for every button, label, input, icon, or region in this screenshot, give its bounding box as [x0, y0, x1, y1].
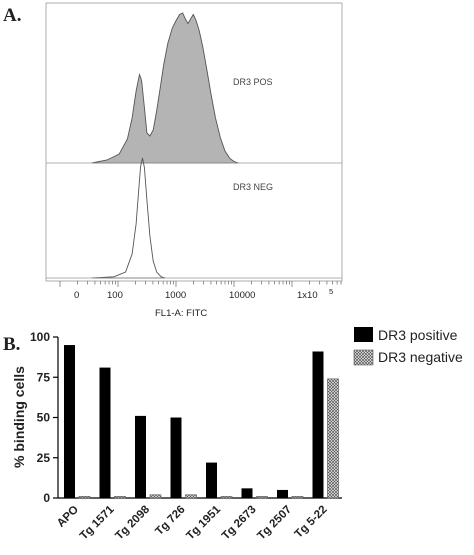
- y-tick-label: 100: [30, 330, 50, 344]
- y-tick-label: 75: [37, 370, 51, 384]
- y-axis: 0 25 50 75 100: [30, 330, 342, 505]
- legend-label-dr3-negative: DR3 negative: [378, 349, 463, 365]
- x-tick-label: 0: [74, 290, 79, 301]
- bar-dr3-positive: [312, 351, 324, 498]
- histogram-dr3-pos: [91, 12, 239, 164]
- bar-dr3-positive: [64, 345, 75, 498]
- x-tick-label: Tg 2507: [255, 504, 294, 543]
- legend: DR3 positive DR3 negative: [353, 327, 463, 366]
- x-tick-label: Tg 2673: [220, 504, 259, 543]
- x-tick-exponent: 5: [329, 287, 333, 296]
- x-tick-label: 1x10: [297, 290, 318, 301]
- panel-a-label: A.: [3, 5, 21, 26]
- series-label-dr3-neg: DR3 NEG: [233, 182, 273, 192]
- bar-dr3-negative: [256, 496, 268, 499]
- y-tick-label: 50: [37, 411, 51, 425]
- histogram-curves: [46, 12, 342, 279]
- bar-dr3-negative: [327, 378, 339, 499]
- histogram-panel: DR3 POS DR3 NEG 0 100 1000 10000 1x10 5 …: [45, 2, 343, 319]
- bar-dr3-negative: [114, 496, 126, 499]
- x-tick-label: 10000: [229, 290, 255, 301]
- x-tick-label: APO: [55, 504, 81, 530]
- x-axis-label: FL1-A: FITC: [155, 308, 207, 319]
- bar-dr3-positive: [277, 489, 288, 498]
- y-tick-label: 25: [37, 451, 51, 465]
- x-tick-label: Tg 5-22: [293, 504, 330, 541]
- bar-dr3-negative: [185, 494, 197, 499]
- x-tick-label: Tg 1951: [184, 503, 223, 542]
- bar-dr3-positive: [135, 415, 146, 498]
- x-tick-label: Tg 2098: [113, 503, 152, 542]
- bar-dr3-positive: [241, 488, 253, 498]
- legend-swatch-dr3-positive: [354, 327, 373, 342]
- y-axis-label: % binding cells: [11, 366, 27, 468]
- bar-dr3-positive: [170, 417, 182, 498]
- legend-swatch-dr3-negative: [353, 349, 374, 366]
- panel-b-label: B.: [3, 334, 20, 355]
- x-axis: [59, 281, 342, 287]
- bar-dr3-positive: [206, 462, 217, 498]
- histogram-frame: [45, 2, 343, 282]
- legend-label-dr3-positive: DR3 positive: [378, 327, 458, 343]
- x-tick-label: Tg 1571: [78, 503, 117, 542]
- series-label-dr3-pos: DR3 POS: [233, 77, 273, 87]
- bars: [64, 345, 339, 499]
- y-tick-label: 0: [43, 491, 50, 505]
- x-tick-label: 100: [107, 290, 123, 301]
- bar-dr3-negative: [149, 494, 162, 499]
- x-tick-label: 1000: [165, 290, 186, 301]
- bar-dr3-positive: [99, 367, 111, 498]
- bar-dr3-negative: [78, 496, 91, 499]
- histogram-dr3-neg: [91, 157, 166, 279]
- bar-dr3-negative: [291, 496, 304, 499]
- bar-dr3-negative: [220, 496, 233, 499]
- x-tick-label: Tg 726: [153, 504, 187, 538]
